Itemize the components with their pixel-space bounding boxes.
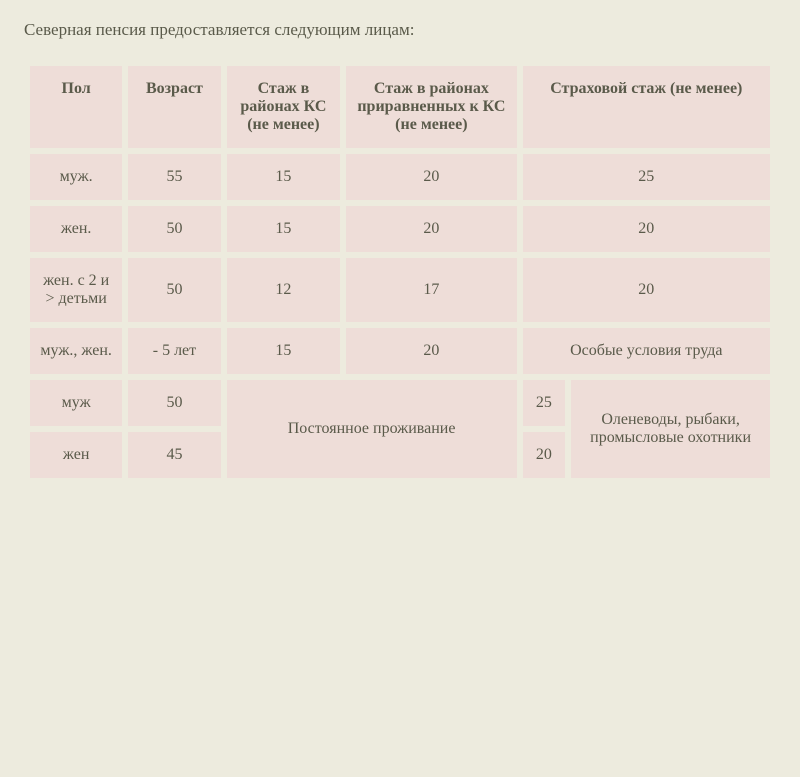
table-row: жен. с 2 и > детьми 50 12 17 20 xyxy=(30,258,770,322)
cell-eq-ks: 20 xyxy=(346,154,516,200)
cell-age: 50 xyxy=(128,206,220,252)
table-row: муж. 55 15 20 25 xyxy=(30,154,770,200)
cell-ks: 15 xyxy=(227,154,341,200)
cell-insurance: 20 xyxy=(523,258,770,322)
cell-age: 50 xyxy=(128,380,220,426)
cell-occupation: Оленеводы, рыбаки, промысловые охотники xyxy=(571,380,770,478)
cell-eq-ks: 20 xyxy=(346,328,516,374)
table-row: жен. 50 15 20 20 xyxy=(30,206,770,252)
table-header-row: Пол Возраст Стаж в районах КС (не менее)… xyxy=(30,66,770,148)
header-ks: Стаж в районах КС (не менее) xyxy=(227,66,341,148)
cell-eq-ks: 17 xyxy=(346,258,516,322)
cell-gender: муж. xyxy=(30,154,122,200)
cell-ks: 15 xyxy=(227,206,341,252)
cell-ks: 15 xyxy=(227,328,341,374)
header-eq-ks: Стаж в районах приравненных к КС (не мен… xyxy=(346,66,516,148)
table-row: муж., жен. - 5 лет 15 20 Особые условия … xyxy=(30,328,770,374)
cell-insurance: 25 xyxy=(523,154,770,200)
cell-age: - 5 лет xyxy=(128,328,220,374)
header-age: Возраст xyxy=(128,66,220,148)
table-row: муж 50 Постоянное проживание 25 Оленевод… xyxy=(30,380,770,426)
cell-gender: жен. с 2 и > детьми xyxy=(30,258,122,322)
cell-residence: Постоянное проживание xyxy=(227,380,517,478)
cell-ks: 12 xyxy=(227,258,341,322)
cell-gender: жен xyxy=(30,432,122,478)
cell-insurance-years: 25 xyxy=(523,380,566,426)
cell-eq-ks: 20 xyxy=(346,206,516,252)
header-gender: Пол xyxy=(30,66,122,148)
cell-age: 45 xyxy=(128,432,220,478)
page-title: Северная пенсия предоставляется следующи… xyxy=(24,20,776,40)
pension-table: Пол Возраст Стаж в районах КС (не менее)… xyxy=(24,60,776,484)
cell-gender: жен. xyxy=(30,206,122,252)
cell-age: 55 xyxy=(128,154,220,200)
cell-insurance: 20 xyxy=(523,206,770,252)
cell-gender: муж., жен. xyxy=(30,328,122,374)
cell-gender: муж xyxy=(30,380,122,426)
cell-insurance: Особые условия труда xyxy=(523,328,770,374)
cell-age: 50 xyxy=(128,258,220,322)
header-insurance: Страховой стаж (не менее) xyxy=(523,66,770,148)
cell-insurance-years: 20 xyxy=(523,432,566,478)
